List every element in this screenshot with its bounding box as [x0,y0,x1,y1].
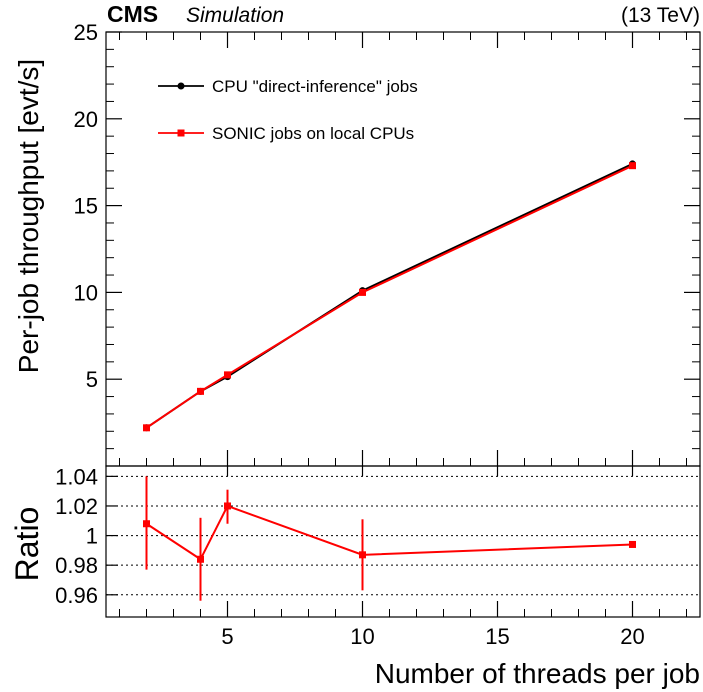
ratio-data-point [143,520,150,528]
data-point-sonic [359,288,366,296]
legend-label-cpu: CPU "direct-inference" jobs [212,77,418,96]
ratio-y-tick-label: 1.04 [55,464,98,489]
ratio-y-tick-label: 1 [86,524,98,549]
ratio-data-point [224,502,231,510]
ratio-data-point [359,551,366,559]
main-y-tick-label: 15 [74,194,98,219]
ratio-data-point [629,540,636,548]
ratio-plot-frame [105,465,701,618]
series-line-sonic [145,164,633,429]
ratio-series-line [145,504,633,561]
ratio-y-tick-label: 1.02 [55,494,98,519]
x-tick-label: 5 [221,624,233,649]
x-tick-label: 10 [350,624,374,649]
series-line-cpu [145,163,633,429]
legend: CPU "direct-inference" jobs SONIC jobs o… [158,77,418,143]
data-point-sonic [143,424,150,432]
ratio-y-tick-label: 0.98 [55,553,98,578]
energy-label: (13 TeV) [621,4,700,27]
main-plot-layer: 5 10 15 20 25 [74,20,700,466]
x-axis-title: Number of threads per job [375,658,700,689]
simulation-tag: Simulation [186,4,284,27]
legend-item-sonic: SONIC jobs on local CPUs [158,124,414,143]
x-tick-label: 15 [485,624,509,649]
legend-label-sonic: SONIC jobs on local CPUs [212,124,414,143]
ratio-data-point [197,555,204,563]
data-point-sonic [197,387,204,395]
main-y-tick-label: 10 [74,280,98,305]
main-y-tick-label: 5 [86,367,98,392]
legend-item-cpu: CPU "direct-inference" jobs [158,77,418,96]
data-point-sonic [224,371,231,379]
main-y-axis-title: Per-job throughput [evt/s] [13,59,44,373]
data-point-sonic [629,162,636,170]
x-tick-label: 20 [620,624,644,649]
main-y-tick-label: 20 [74,107,98,132]
ratio-y-axis-title: Ratio [9,507,45,582]
main-plot-frame [105,31,701,467]
experiment-label: CMS [107,1,158,27]
ratio-y-tick-label: 0.96 [55,583,98,608]
ratio-plot-layer: 0.96 0.98 1 1.02 1.04 5 10 15 20 [55,464,700,649]
main-y-tick-label: 25 [74,20,98,45]
